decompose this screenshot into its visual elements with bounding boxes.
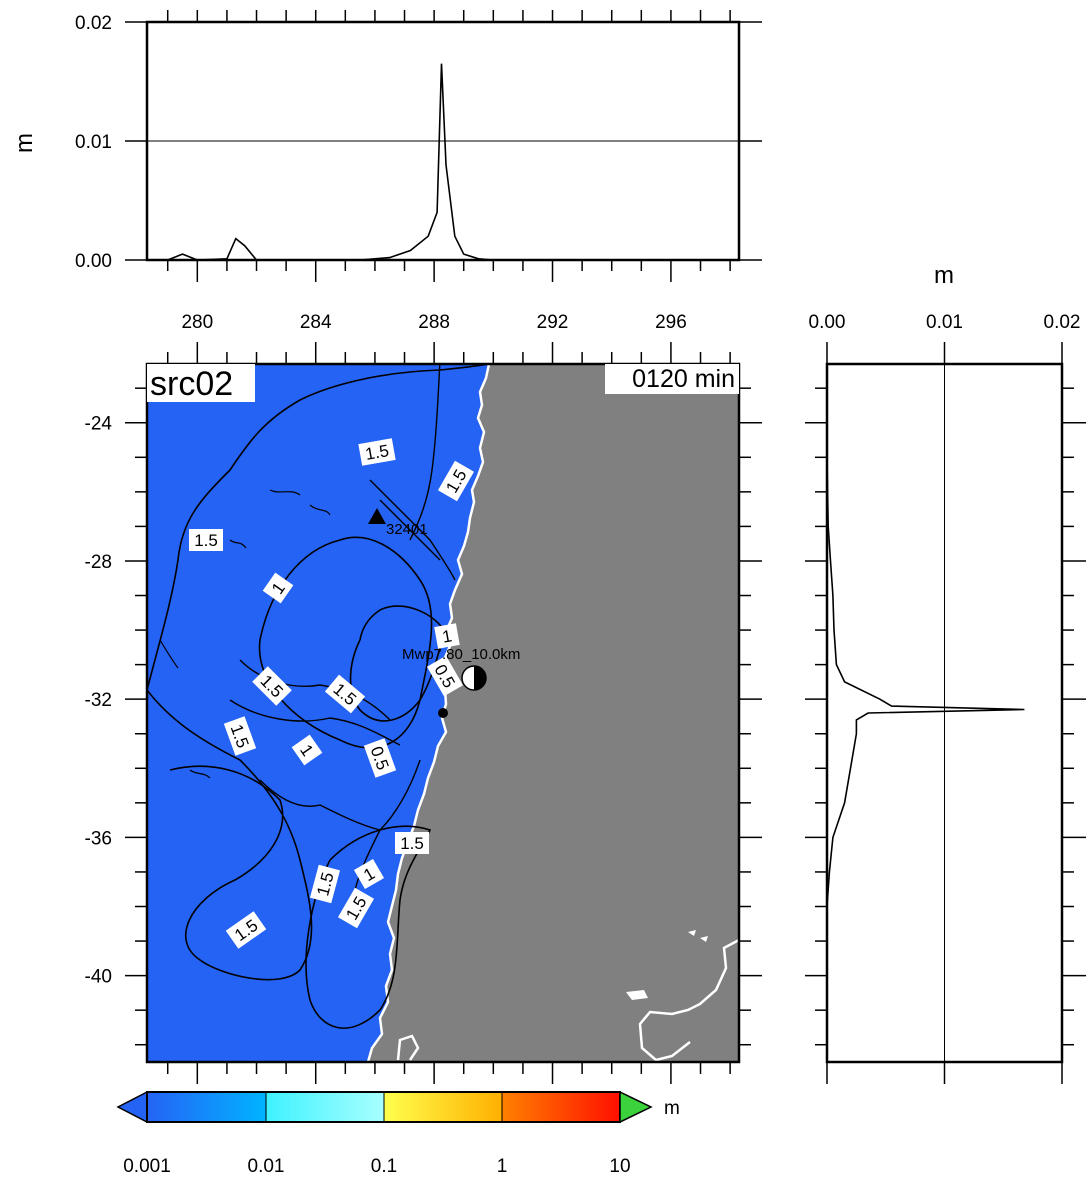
colorbar-segment (384, 1092, 502, 1122)
contour-label: 1 (262, 572, 294, 604)
map-frame (145, 362, 741, 1064)
side-profile-x-tick-label: 0.02 (1044, 312, 1081, 333)
inland-coast-detail (396, 1034, 420, 1061)
top-profile-x-tick-label: 288 (418, 312, 450, 333)
colorbar-low-arrow (116, 1090, 148, 1124)
contour-label: 1.5 (309, 864, 341, 904)
map-y-tick-label: -32 (85, 690, 112, 711)
side-profile-x-tick-label: 0.01 (926, 312, 963, 333)
colorbar-segment (502, 1092, 620, 1122)
colorbar-high-arrow (619, 1090, 653, 1124)
source-label: src02 (150, 365, 233, 403)
contour-line (229, 489, 331, 549)
side-profile-y-ticks (805, 387, 1086, 1046)
top-profile-x-tick-label: 280 (181, 312, 213, 333)
contour-label: 1 (353, 858, 385, 890)
svg-text:1.5: 1.5 (364, 441, 391, 464)
side-profile-panel: 0.00 0.01 0.02 m (805, 262, 1086, 1084)
contour-line (379, 499, 441, 561)
focal-mechanism-beachball-icon (461, 665, 487, 691)
top-profile-x-tick-label: 292 (537, 312, 569, 333)
contour-line (305, 825, 432, 1029)
map-y-tick-labels: -24 -28 -32 -36 -40 (85, 414, 113, 988)
colorbar-tick-label: 0.001 (123, 1156, 171, 1177)
contour-label: 1.5 (252, 666, 292, 706)
island (700, 936, 708, 942)
svg-text:1.5: 1.5 (194, 531, 218, 550)
side-profile-x-ticks: 0.00 0.01 0.02 (809, 312, 1081, 1084)
contour-line (159, 639, 211, 779)
epicenter-dot (438, 708, 448, 718)
top-profile-unit: m (11, 133, 38, 153)
colorbar-unit: m (664, 1098, 680, 1119)
time-label-box (605, 364, 739, 394)
side-profile-x-tick-label: 0.00 (809, 312, 846, 333)
coastline (366, 364, 491, 1062)
contour-label: 0.5 (363, 738, 397, 778)
colorbar: m 0.001 0.01 0.1 1 10 (116, 1090, 680, 1177)
colorbar-segment (147, 1092, 266, 1122)
map-y-tick-label: -28 (85, 552, 112, 573)
contour-label: 1 (434, 623, 460, 649)
svg-text:1: 1 (441, 626, 454, 646)
contour-line (259, 779, 381, 831)
side-profile-series-line (826, 370, 1025, 1062)
southern-coast-detail (638, 938, 739, 1062)
contour-label: 1 (291, 734, 323, 766)
contour-labels: 1.5 1.5 1.5 1 1 0.5 1.5 1.5 1.5 1 0.5 1.… (189, 438, 475, 949)
side-profile-unit: m (934, 262, 954, 289)
contour-label: 0.5 (426, 655, 464, 697)
contour-label: 1.5 (189, 529, 223, 551)
contour-line (147, 689, 313, 981)
colorbar-segment (266, 1092, 384, 1122)
map-panel: -24 -28 -32 -36 -40 1.5 1.5 1.5 1 1 0.5 1.5 … (85, 342, 762, 1084)
land-area (368, 364, 739, 1062)
map-x-ticks (166, 342, 731, 1084)
contour-label: 1.5 (337, 887, 375, 929)
colorbar-tick-label: 0.1 (371, 1156, 397, 1177)
map-y-ticks (125, 387, 762, 1046)
contour-label: 1.5 (395, 832, 429, 854)
map-y-tick-label: -24 (85, 414, 113, 435)
contour-label: 1.5 (358, 438, 396, 466)
top-profile-y-tick-label: 0.02 (75, 13, 112, 34)
colorbar-tick-labels: 0.001 0.01 0.1 1 10 (123, 1156, 630, 1177)
top-profile-y-ticks: 0.02 0.01 0.00 (75, 13, 762, 272)
contour-line (409, 364, 441, 541)
colorbar-tick-label: 10 (609, 1156, 630, 1177)
svg-text:1.5: 1.5 (400, 834, 424, 853)
island (688, 930, 696, 936)
station-triangle-icon (368, 508, 386, 524)
map-y-tick-label: -36 (85, 828, 112, 849)
source-label-box (147, 364, 255, 402)
top-profile-y-tick-label: 0.00 (75, 251, 112, 272)
top-profile-series-line (152, 63, 731, 261)
island (626, 990, 648, 1000)
top-profile-x-ticks: 280 284 288 292 296 (166, 10, 731, 333)
colorbar-tick-label: 1 (497, 1156, 508, 1177)
colorbar-tick-label: 0.01 (248, 1156, 285, 1177)
top-profile-y-tick-label: 0.01 (75, 132, 112, 153)
time-label: 0120 min (632, 365, 735, 393)
station-label: 32401 (386, 521, 428, 538)
top-profile-x-tick-label: 296 (655, 312, 687, 333)
top-profile-panel: 0.02 0.01 0.00 280 284 288 292 296 m (11, 10, 762, 333)
event-label: Mwp7.80_10.0km (402, 646, 520, 663)
contour-line (369, 479, 456, 581)
top-profile-x-tick-label: 284 (300, 312, 332, 333)
contour-line (229, 699, 401, 746)
map-y-tick-label: -40 (85, 967, 112, 988)
